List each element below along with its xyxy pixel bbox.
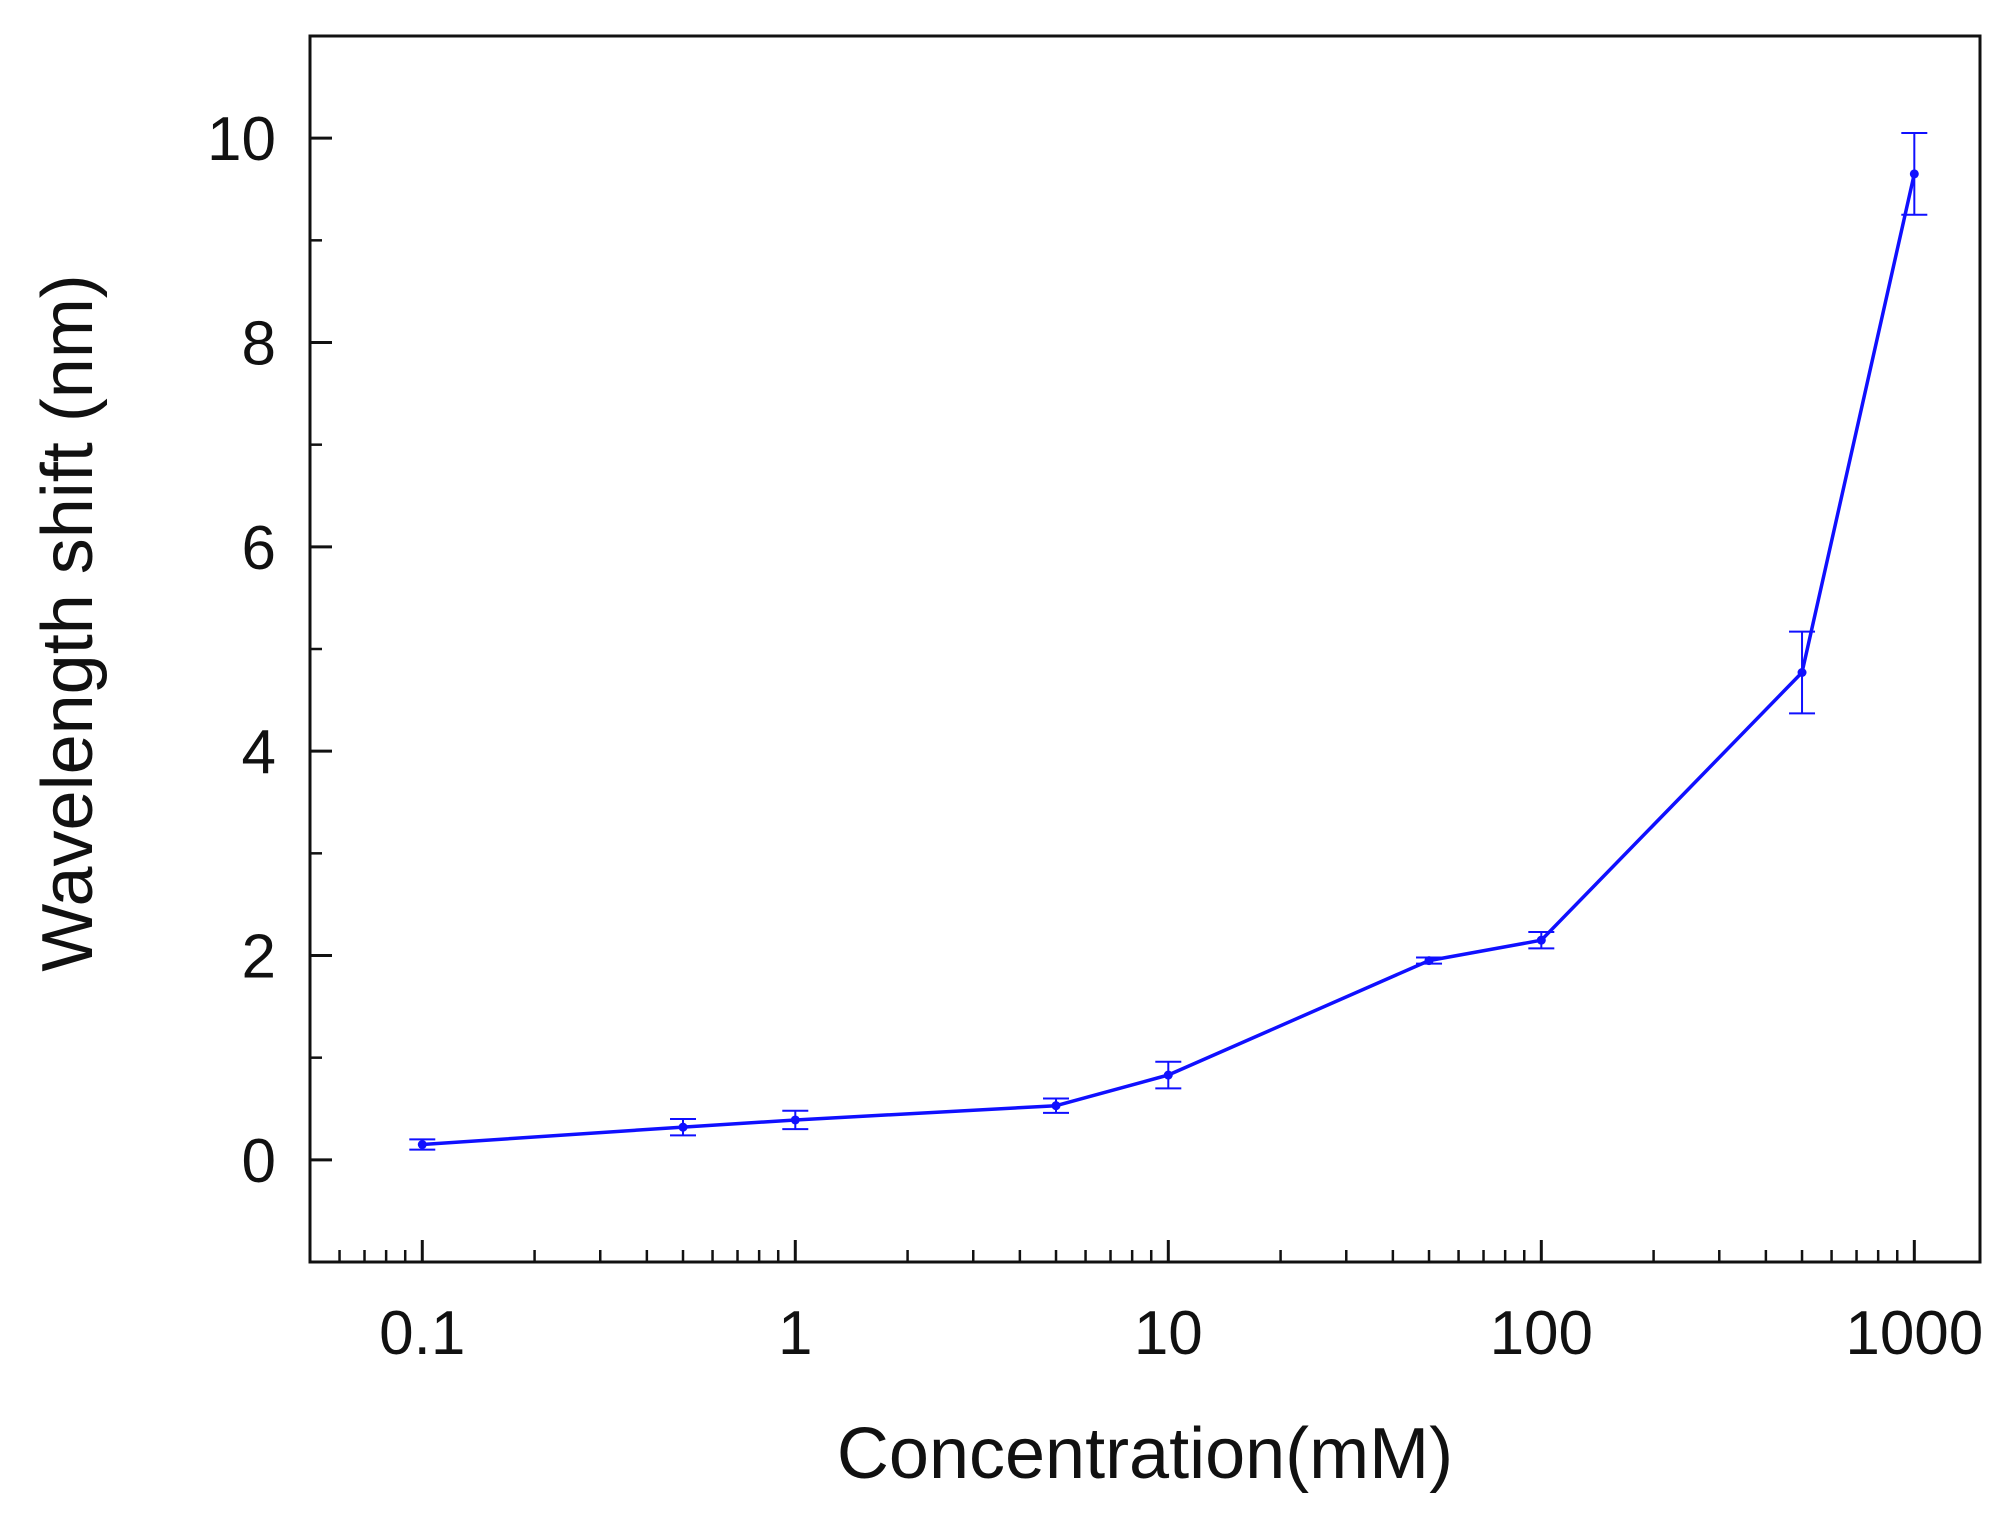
data-point [678,1122,688,1132]
y-tick-label: 2 [242,923,276,992]
plot-frame [308,34,1982,1264]
y-axis-title: Wavelength shift (nm) [28,274,108,972]
data-point [1163,1070,1173,1080]
y-tick-label: 4 [242,718,276,787]
series-line [422,173,1917,1147]
x-tick-label: 10 [1134,1299,1203,1368]
data-point [417,1140,427,1150]
data-point [1051,1101,1061,1111]
y-tick-label: 8 [242,310,276,379]
x-tick-label: 0.1 [379,1299,465,1368]
series-group [409,132,1928,1151]
data-point [1424,956,1434,966]
ticks-group: 0.1 1 10 100 1000 0 2 4 6 8 10 [207,34,1983,1368]
x-tick-label: 1 [778,1299,812,1368]
data-point [1909,169,1919,179]
y-tick-label: 10 [207,105,276,174]
data-point [790,1115,800,1125]
y-tick-label: 6 [242,514,276,583]
y-tick-label: 0 [242,1127,276,1196]
x-tick-label: 100 [1490,1299,1593,1368]
x-axis-title: Concentration(mM) [837,1414,1453,1494]
data-point [1797,667,1807,677]
x-tick-label: 1000 [1845,1299,1983,1368]
data-point [1536,935,1546,945]
axes-group [308,34,1982,1264]
